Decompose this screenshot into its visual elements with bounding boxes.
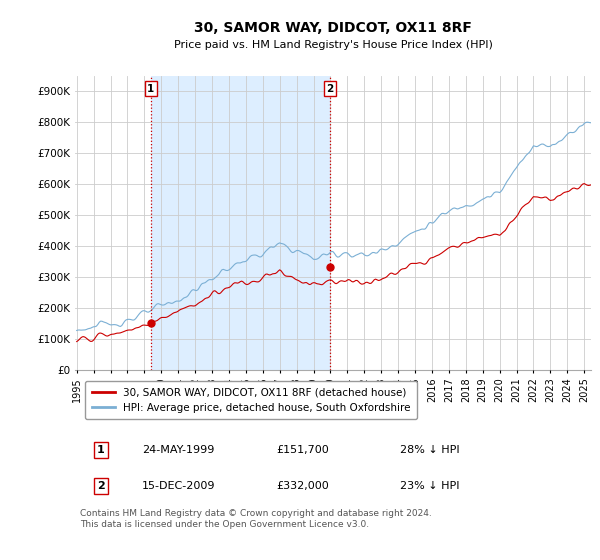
Text: 23% ↓ HPI: 23% ↓ HPI [400,481,460,491]
Text: 1: 1 [147,84,154,94]
Bar [151,76,330,370]
Text: 2: 2 [97,481,104,491]
Text: 30, SAMOR WAY, DIDCOT, OX11 8RF: 30, SAMOR WAY, DIDCOT, OX11 8RF [194,21,472,35]
Text: £332,000: £332,000 [276,481,329,491]
Text: Contains HM Land Registry data © Crown copyright and database right 2024.
This d: Contains HM Land Registry data © Crown c… [80,510,432,529]
Text: 2: 2 [326,84,334,94]
Text: 24-MAY-1999: 24-MAY-1999 [142,445,214,455]
Text: 15-DEC-2009: 15-DEC-2009 [142,481,215,491]
Text: £151,700: £151,700 [276,445,329,455]
Text: 1: 1 [97,445,104,455]
Text: Price paid vs. HM Land Registry's House Price Index (HPI): Price paid vs. HM Land Registry's House … [173,40,493,50]
Legend: 30, SAMOR WAY, DIDCOT, OX11 8RF (detached house), HPI: Average price, detached h: 30, SAMOR WAY, DIDCOT, OX11 8RF (detache… [85,381,416,419]
Text: 28% ↓ HPI: 28% ↓ HPI [400,445,460,455]
